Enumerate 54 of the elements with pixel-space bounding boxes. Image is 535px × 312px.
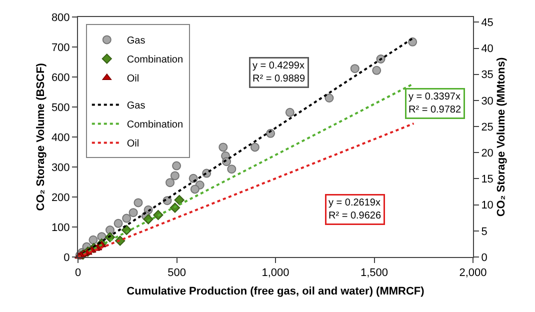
y-tick-label: 600 [51,72,70,84]
y2-tick-label: 20 [481,148,494,160]
legend-label: Oil [126,74,140,85]
point [166,178,175,188]
point [285,108,294,117]
x-tick-label: 2,000 [459,267,487,280]
point [88,235,98,244]
y2-axis-title: CO₂ Storage Volume (MMtons) [496,57,508,217]
y-tick-label: 700 [51,42,70,54]
point [134,198,143,208]
y-tick-label: 400 [51,132,70,144]
point [172,161,182,170]
x-tick-label: 0 [74,267,82,280]
y2-tick-label: 35 [481,69,494,82]
point [324,94,334,102]
annotation: y = 0.2619x R² = 0.9626 [328,198,382,222]
x-tick-label: 1,000 [262,267,290,280]
x-tick-label: 500 [168,267,186,280]
legend-label: Combination [126,54,184,66]
annotation: y = 0.3397x R² = 0.9782 [408,92,462,116]
y-tick-label: 0 [64,252,70,264]
point [350,64,360,74]
point [190,184,200,194]
point [128,208,138,218]
y-tick-label: 100 [51,222,70,234]
legend-label: Gas [126,36,146,47]
x-axis-title: Cumulative Production (free gas, oil and water) (MMRCF) [126,285,425,298]
point [218,142,228,152]
point [174,194,184,206]
x-tick-label: 1,500 [360,267,388,280]
legend-label: Combination [126,120,184,131]
y2-tick-label: 30 [481,95,494,108]
y2-tick-label: 10 [481,200,494,212]
legend-label: Gas [126,100,146,112]
y2-tick-label: 25 [481,121,494,134]
point [106,226,114,234]
y2-tick-label: 15 [481,174,494,186]
y2-tick-label: 5 [481,226,488,238]
y-tick-label: 500 [51,102,70,114]
y-tick-label: 200 [51,192,70,204]
point [122,214,132,223]
point [227,164,236,174]
y-tick-label: 300 [51,162,70,174]
y2-tick-label: 0 [481,252,488,264]
point [372,66,382,75]
legend-label: Oil [126,138,140,150]
y-tick-label: 800 [51,12,70,24]
y-axis-title: CO₂ Storage Volume (BSCF) [35,62,48,211]
y2-tick-label: 40 [481,43,494,56]
y2-tick-label: 45 [481,17,494,30]
point [250,142,260,152]
point [114,218,123,228]
point [170,171,180,180]
annotation: y = 0.4299x R² = 0.9889 [252,60,306,84]
